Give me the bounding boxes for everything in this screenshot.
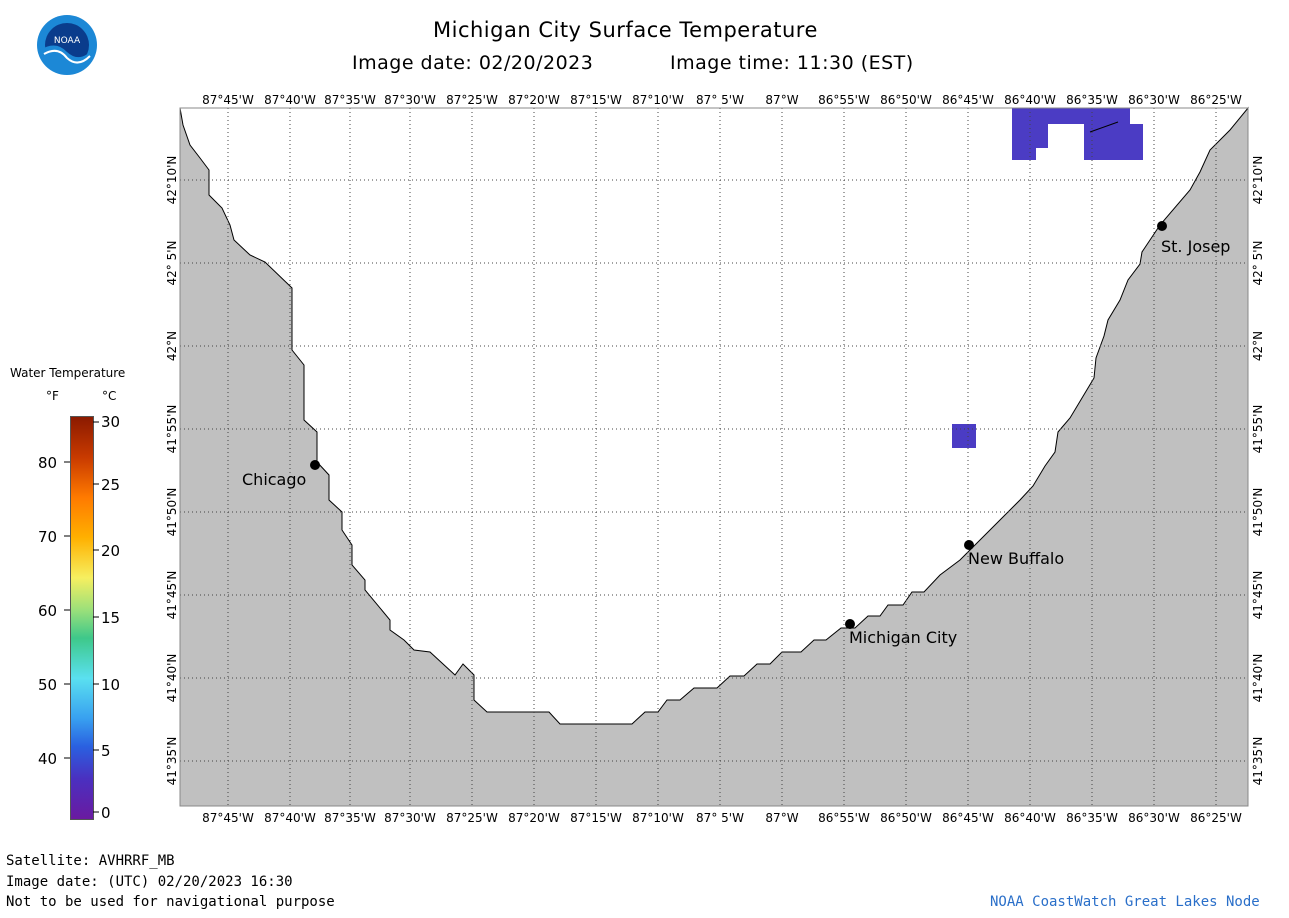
footer-utc-date: Image date: (UTC) 02/20/2023 16:30: [6, 874, 293, 890]
logo-text: NOAA: [54, 36, 81, 46]
lon-label: 86°30'W: [1128, 93, 1180, 107]
city-dot-new-buffalo: [964, 540, 974, 550]
city-label-new-buffalo: New Buffalo: [968, 549, 1064, 568]
legend-c-tick: 10: [101, 676, 121, 694]
color-scale-bar: [70, 416, 94, 820]
lon-label: 87°35'W: [324, 811, 376, 825]
legend-ticks: [64, 421, 99, 813]
west-land: [179, 106, 1249, 807]
lon-label: 87°45'W: [202, 93, 254, 107]
lon-label: 87° 5'W: [696, 811, 744, 825]
city-markers: Chicago St. Josep New Buffalo Michigan C…: [242, 221, 1230, 647]
lon-label: 87°25'W: [446, 93, 498, 107]
lon-label: 87°45'W: [202, 811, 254, 825]
lon-label: 87°15'W: [570, 811, 622, 825]
lon-label: 87°40'W: [264, 93, 316, 107]
lon-label: 86°25'W: [1190, 93, 1242, 107]
footer-disclaimer: Not to be used for navigational purpose: [6, 894, 335, 910]
lat-labels-right: 42°10'N 42° 5'N 42°N 41°55'N 41°50'N 41°…: [1251, 156, 1265, 786]
lon-label: 86°50'W: [880, 93, 932, 107]
lon-label: 86°25'W: [1190, 811, 1242, 825]
lon-label: 87°W: [765, 93, 798, 107]
lat-label: 41°40'N: [1251, 654, 1265, 703]
ice-edge-line: [1089, 121, 1119, 133]
lat-label: 42°N: [165, 331, 179, 361]
city-label-chicago: Chicago: [242, 470, 306, 489]
lon-label: 86°40'W: [1004, 811, 1056, 825]
lat-label: 41°55'N: [165, 405, 179, 454]
lon-label: 87°10'W: [632, 811, 684, 825]
city-dot-chicago: [310, 460, 320, 470]
lon-label: 86°45'W: [942, 93, 994, 107]
city-label-st-joseph: St. Josep: [1161, 237, 1230, 256]
lon-label: 87° 5'W: [696, 93, 744, 107]
image-date: Image date: 02/20/2023: [352, 52, 594, 74]
lon-labels-top: 87°45'W 87°40'W 87°35'W 87°30'W 87°25'W …: [202, 93, 1242, 107]
city-label-michigan-city: Michigan City: [849, 628, 957, 647]
legend-f-tick: 80: [38, 454, 58, 472]
footer-credit: NOAA CoastWatch Great Lakes Node: [990, 894, 1260, 910]
lat-label: 42° 5'N: [1251, 241, 1265, 286]
lat-label: 42°10'N: [165, 156, 179, 205]
image-time: Image time: 11:30 (EST): [670, 52, 914, 74]
lat-label: 41°35'N: [1251, 737, 1265, 786]
ice-pixel-south: [952, 424, 976, 448]
legend-f-tick: 40: [38, 750, 58, 768]
lon-label: 86°35'W: [1066, 811, 1118, 825]
lon-label: 86°30'W: [1128, 811, 1180, 825]
legend-c-tick: 15: [101, 609, 121, 627]
page-title: Michigan City Surface Temperature: [433, 18, 818, 42]
lon-label: 86°40'W: [1004, 93, 1056, 107]
lon-label: 87°W: [765, 811, 798, 825]
legend-unit-f: °F: [46, 389, 59, 403]
lat-label: 41°50'N: [165, 488, 179, 537]
lon-label: 87°25'W: [446, 811, 498, 825]
lon-label: 86°35'W: [1066, 93, 1118, 107]
map-frame: [179, 107, 1249, 807]
legend-c-tick: 25: [101, 476, 121, 494]
lat-label: 41°45'N: [1251, 571, 1265, 620]
legend-f-tick: 60: [38, 602, 58, 620]
lat-label: 41°35'N: [165, 737, 179, 786]
lon-label: 87°40'W: [264, 811, 316, 825]
lon-label: 87°20'W: [508, 811, 560, 825]
legend-c-tick: 30: [101, 413, 121, 431]
lat-label: 41°40'N: [165, 654, 179, 703]
legend-f-tick: 70: [38, 528, 58, 546]
legend-title: Water Temperature: [10, 366, 126, 380]
lat-label: 42° 5'N: [165, 241, 179, 286]
ice-pixels-north: [1012, 108, 1143, 160]
lon-labels-bottom: 87°45'W 87°40'W 87°35'W 87°30'W 87°25'W …: [202, 811, 1242, 825]
lat-labels-left: 42°10'N 42° 5'N 42°N 41°55'N 41°50'N 41°…: [165, 156, 179, 786]
lat-label: 41°50'N: [1251, 488, 1265, 537]
lon-label: 86°55'W: [818, 93, 870, 107]
noaa-logo: NOAA: [36, 14, 98, 76]
city-dot-michigan-city: [845, 619, 855, 629]
lon-label: 87°35'W: [324, 93, 376, 107]
lat-label: 42°10'N: [1251, 156, 1265, 205]
grid-lines: [180, 108, 1248, 806]
legend-f-tick: 50: [38, 676, 58, 694]
lat-label: 41°45'N: [165, 571, 179, 620]
legend-c-tick: 20: [101, 542, 121, 560]
lat-label: 42°N: [1251, 331, 1265, 361]
lon-label: 87°20'W: [508, 93, 560, 107]
lat-label: 41°55'N: [1251, 405, 1265, 454]
lon-label: 87°30'W: [384, 811, 436, 825]
lon-label: 87°10'W: [632, 93, 684, 107]
footer-satellite: Satellite: AVHRRF_MB: [6, 853, 175, 869]
legend-unit-c: °C: [102, 389, 117, 403]
lon-label: 87°30'W: [384, 93, 436, 107]
lon-label: 87°15'W: [570, 93, 622, 107]
city-dot-st-joseph: [1157, 221, 1167, 231]
legend-c-tick: 0: [101, 804, 111, 822]
lon-label: 86°50'W: [880, 811, 932, 825]
lon-label: 86°55'W: [818, 811, 870, 825]
noaa-logo-icon: NOAA: [37, 15, 97, 75]
lon-label: 86°45'W: [942, 811, 994, 825]
legend-c-tick: 5: [101, 742, 111, 760]
